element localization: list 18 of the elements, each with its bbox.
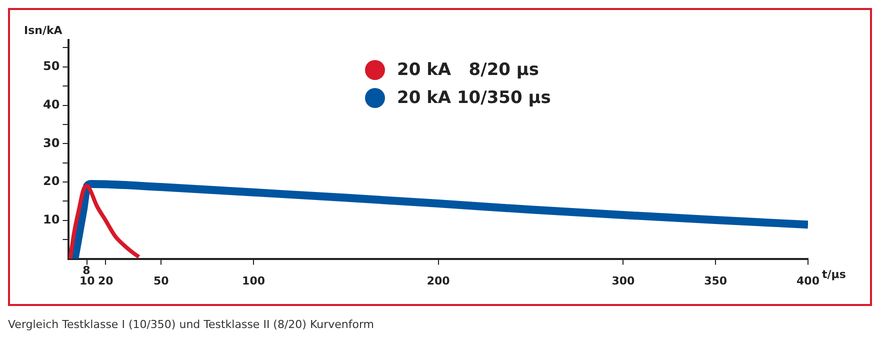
- y-tick-label: 40: [42, 97, 60, 112]
- x-tick-label: 350: [704, 274, 728, 288]
- y-tick-label: 30: [42, 136, 60, 150]
- y-tick-label: 10: [42, 212, 60, 227]
- x-tick-label: 200: [426, 274, 450, 288]
- legend-label: 20 kA 8/20 µs: [397, 60, 540, 80]
- x-tick-label: 20: [98, 274, 114, 288]
- x-tick-label: 400: [796, 274, 820, 288]
- y-tick-label: 20: [42, 174, 60, 188]
- line-series: [68, 184, 141, 259]
- x-axis-title: t/µs: [822, 268, 846, 281]
- y-axis-title: Isn/kA: [24, 24, 62, 37]
- x-tick-label: 100: [242, 274, 266, 288]
- text: Vergleich Testklasse I (10/350) und Testklasse II (8/20) Kurvenform: [8, 318, 376, 331]
- legend-label: 20 kA 10/350 µs: [397, 88, 551, 108]
- y-tick-label: 50: [42, 58, 60, 73]
- x-tick-label: 50: [153, 274, 170, 288]
- x-tick-label: 300: [612, 274, 635, 288]
